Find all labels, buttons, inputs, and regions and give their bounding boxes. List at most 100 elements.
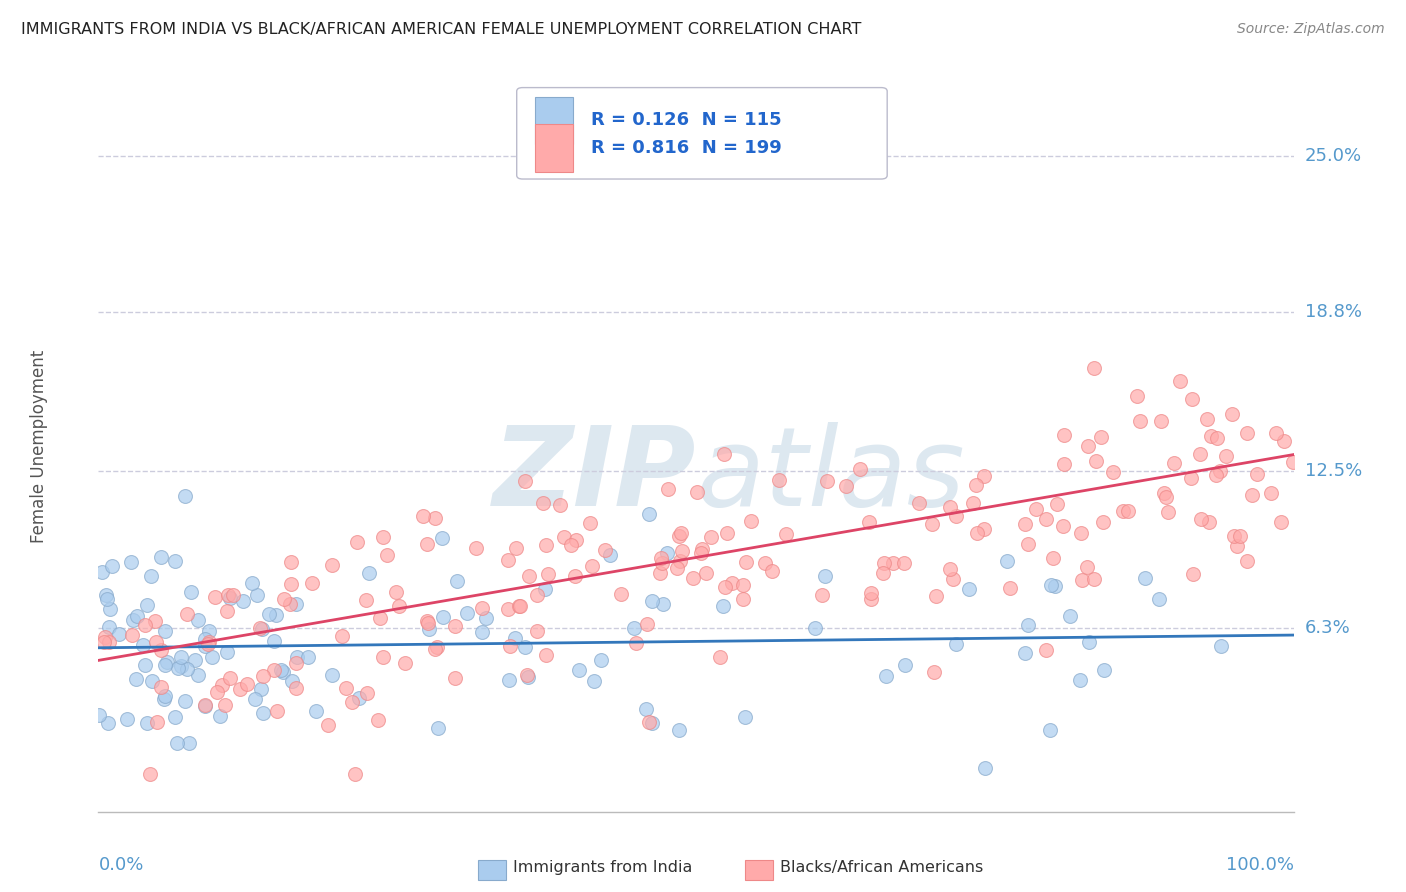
Blacks/African Americans — [740, 514, 762, 528]
Immigrants from India — [270, 663, 292, 677]
Immigrants from India — [1039, 578, 1062, 592]
Immigrants from India — [163, 710, 186, 724]
Immigrants from India — [96, 588, 118, 602]
Blacks/African Americans — [1014, 517, 1036, 532]
Immigrants from India — [198, 624, 221, 639]
Blacks/African Americans — [1052, 519, 1074, 533]
Blacks/African Americans — [1042, 551, 1064, 566]
Blacks/African Americans — [1188, 447, 1211, 461]
Blacks/African Americans — [893, 556, 915, 570]
Blacks/African Americans — [496, 602, 519, 616]
Immigrants from India — [515, 640, 537, 654]
Immigrants from India — [250, 682, 273, 697]
Blacks/African Americans — [921, 517, 943, 532]
Blacks/African Americans — [97, 635, 120, 649]
Immigrants from India — [250, 622, 273, 636]
Immigrants from India — [271, 665, 294, 679]
Immigrants from India — [349, 691, 371, 706]
Blacks/African Americans — [1053, 458, 1076, 472]
Blacks/African Americans — [1272, 434, 1295, 449]
FancyBboxPatch shape — [534, 124, 572, 171]
Blacks/African Americans — [1112, 504, 1135, 518]
Blacks/African Americans — [229, 681, 252, 696]
Text: R = 0.816  N = 199: R = 0.816 N = 199 — [591, 138, 782, 157]
Blacks/African Americans — [499, 640, 522, 654]
Immigrants from India — [1039, 723, 1062, 738]
Immigrants from India — [149, 549, 172, 564]
Blacks/African Americans — [531, 496, 554, 510]
Blacks/African Americans — [214, 698, 236, 712]
Immigrants from India — [176, 662, 198, 676]
Text: Blacks/African Americans: Blacks/African Americans — [780, 860, 984, 874]
Blacks/African Americans — [426, 640, 449, 654]
Blacks/African Americans — [534, 539, 557, 553]
Blacks/African Americans — [859, 592, 882, 607]
Immigrants from India — [141, 674, 163, 689]
Blacks/African Americans — [515, 668, 537, 682]
Blacks/African Americans — [278, 597, 301, 611]
Blacks/African Americans — [1090, 430, 1112, 444]
Blacks/African Americans — [690, 546, 713, 560]
Blacks/African Americans — [249, 621, 271, 635]
Immigrants from India — [651, 598, 673, 612]
Immigrants from India — [1133, 571, 1156, 585]
Immigrants from India — [297, 649, 319, 664]
Immigrants from India — [285, 597, 308, 611]
Blacks/African Americans — [564, 569, 586, 583]
Blacks/African Americans — [651, 556, 673, 570]
Immigrants from India — [184, 653, 207, 667]
Blacks/African Americans — [550, 498, 572, 512]
Blacks/African Americans — [204, 590, 226, 604]
Immigrants from India — [165, 554, 187, 568]
Immigrants from India — [583, 673, 606, 688]
Immigrants from India — [995, 554, 1018, 568]
Blacks/African Americans — [938, 500, 960, 515]
Immigrants from India — [141, 568, 163, 582]
Blacks/African Americans — [775, 526, 797, 541]
Immigrants from India — [108, 627, 131, 641]
Immigrants from India — [219, 591, 242, 606]
Text: 12.5%: 12.5% — [1305, 462, 1362, 480]
Immigrants from India — [533, 582, 555, 596]
Immigrants from India — [153, 658, 176, 673]
Immigrants from India — [432, 531, 454, 545]
Blacks/African Americans — [508, 599, 530, 613]
Blacks/African Americans — [198, 635, 221, 649]
Blacks/African Americans — [1206, 431, 1229, 445]
Immigrants from India — [259, 607, 281, 621]
Immigrants from India — [875, 669, 897, 683]
Blacks/African Americans — [942, 572, 965, 586]
Blacks/African Americans — [394, 656, 416, 670]
Immigrants from India — [232, 593, 254, 607]
Immigrants from India — [96, 591, 118, 606]
Blacks/African Americans — [423, 511, 446, 525]
Blacks/African Americans — [1246, 467, 1268, 482]
Blacks/African Americans — [593, 542, 616, 557]
Immigrants from India — [136, 599, 159, 613]
Blacks/African Americans — [671, 544, 693, 558]
Blacks/African Americans — [1205, 468, 1227, 483]
Blacks/African Americans — [354, 593, 377, 607]
FancyBboxPatch shape — [517, 87, 887, 179]
Blacks/African Americans — [1260, 485, 1282, 500]
Blacks/African Americans — [882, 556, 904, 570]
Blacks/African Americans — [280, 555, 302, 569]
Immigrants from India — [153, 689, 176, 703]
Immigrants from India — [655, 546, 678, 560]
Blacks/African Americans — [121, 628, 143, 642]
Immigrants from India — [187, 613, 209, 627]
Immigrants from India — [152, 692, 174, 706]
Blacks/African Americans — [418, 615, 440, 630]
Text: 6.3%: 6.3% — [1305, 618, 1350, 637]
Blacks/African Americans — [443, 619, 465, 633]
Blacks/African Americans — [145, 634, 167, 648]
Immigrants from India — [641, 594, 664, 608]
Blacks/African Americans — [284, 656, 307, 670]
Blacks/African Americans — [330, 629, 353, 643]
Blacks/African Americans — [1076, 560, 1098, 574]
Immigrants from India — [1209, 639, 1232, 653]
Blacks/African Americans — [657, 483, 679, 497]
Blacks/African Americans — [301, 576, 323, 591]
Blacks/African Americans — [578, 516, 600, 531]
Text: Female Unemployment: Female Unemployment — [30, 350, 48, 542]
